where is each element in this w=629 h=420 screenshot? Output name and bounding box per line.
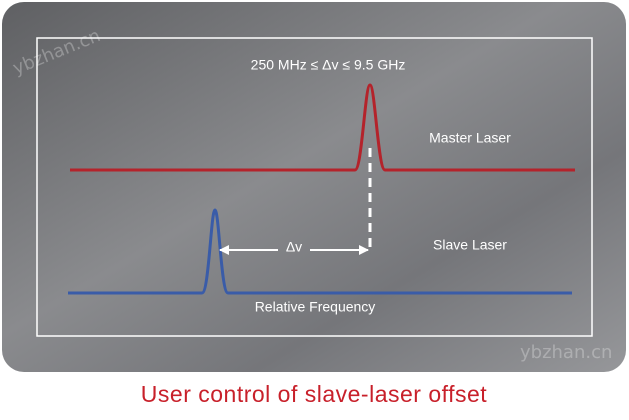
master-laser-trace: [70, 83, 575, 172]
delta-label: Δv: [286, 239, 302, 255]
caption: User control of slave-laser offset: [141, 381, 487, 407]
frame: [36, 37, 593, 337]
slave-laser-trace: [68, 208, 572, 295]
axis-label: Relative Frequency: [255, 299, 376, 315]
range-annotation: 250 MHz ≤ Δv ≤ 9.5 GHz: [251, 57, 406, 73]
master-label: Master Laser: [429, 130, 511, 146]
slave-label: Slave Laser: [433, 237, 507, 253]
watermark: ybzhan.cn: [520, 342, 612, 363]
panel: [2, 2, 626, 372]
